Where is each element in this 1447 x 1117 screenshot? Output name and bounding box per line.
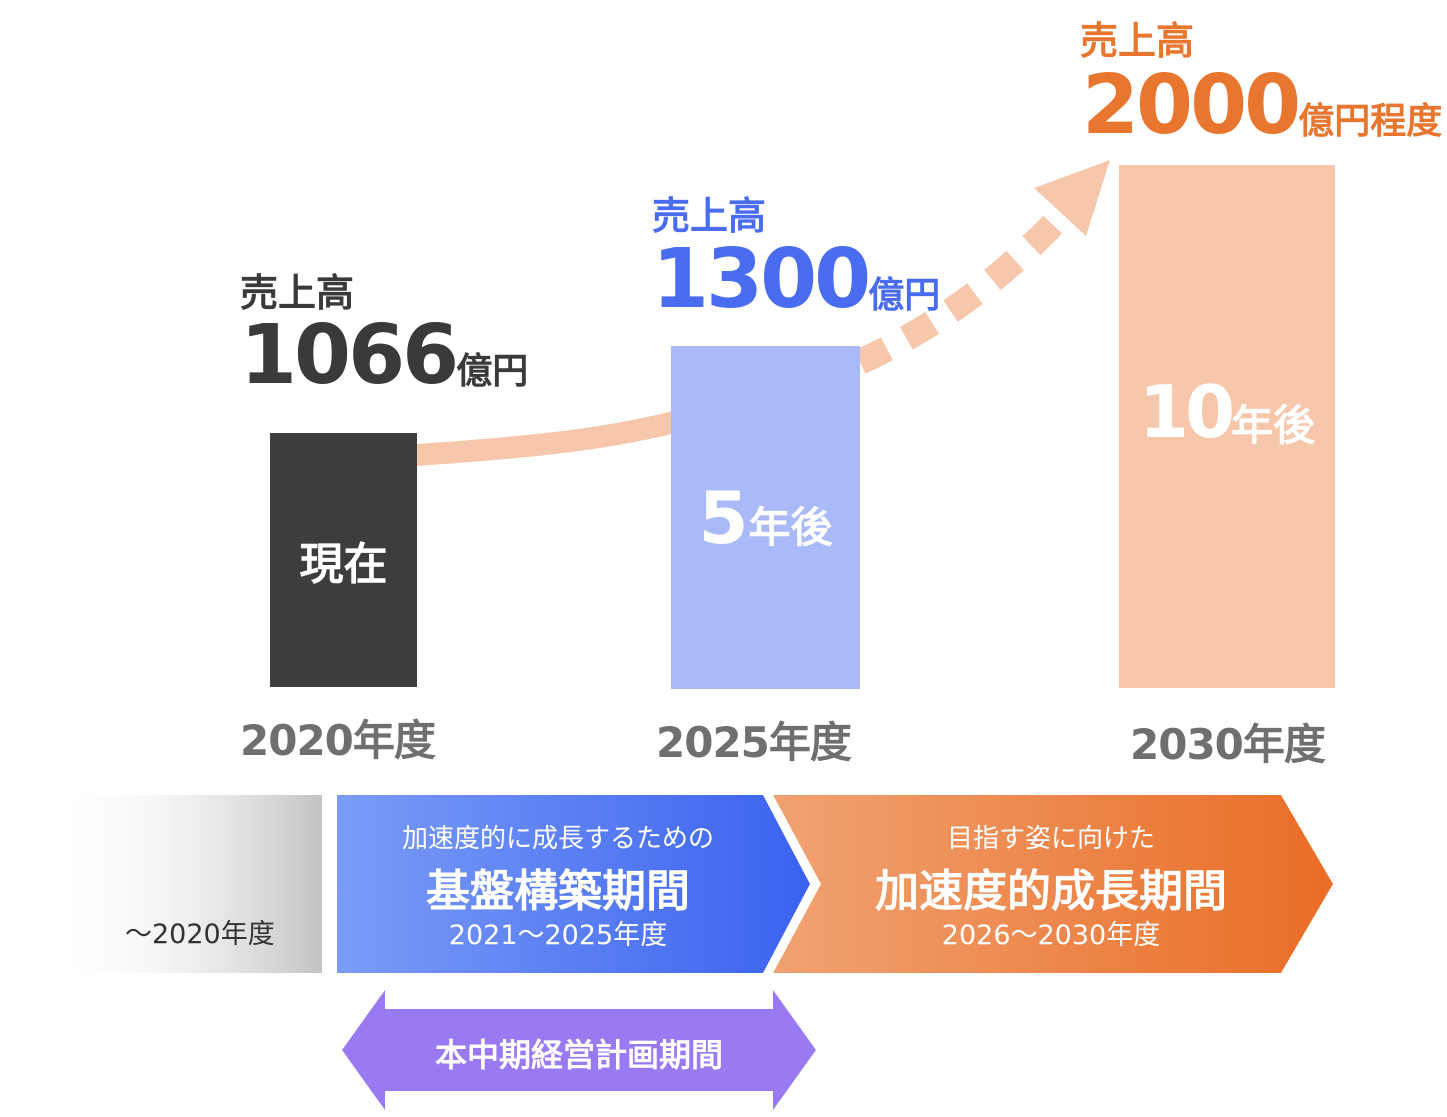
sales-label-2025: 売上高	[652, 194, 767, 238]
sales-value-unit: 億円	[456, 351, 529, 392]
sales-value-number: 2000	[1082, 58, 1301, 153]
phase1-subtitle: 加速度的に成長するための	[401, 824, 714, 854]
sales-label-2020: 売上高	[240, 271, 355, 315]
x-tick-2020: 2020年度	[240, 716, 436, 765]
sales-value-number: 1300	[652, 232, 871, 327]
plan-period-label: 本中期経営計画期間	[434, 1036, 723, 1074]
sales-value-2030: 2000億円程度	[1082, 58, 1442, 153]
timeline-phase2-arrow	[773, 795, 1333, 973]
bar-label-2025-num: 5	[698, 475, 749, 560]
phase1-range: 2021〜2025年度	[448, 920, 668, 951]
phase2-range: 2026〜2030年度	[941, 920, 1161, 951]
sales-label-2030: 売上高	[1080, 19, 1195, 63]
timeline-past-label: 〜2020年度	[125, 919, 275, 950]
phase2-title: 加速度的成長期間	[875, 866, 1227, 917]
growth-arrow-head	[1034, 160, 1110, 236]
x-tick-2025: 2025年度	[656, 718, 852, 767]
sales-value-unit: 億円程度	[1298, 101, 1443, 142]
x-tick-2030: 2030年度	[1130, 720, 1326, 769]
bar-label-2030-unit: 年後	[1231, 401, 1316, 450]
bar-2030: 10 年後	[1119, 165, 1335, 688]
timeline-past-block	[52, 795, 322, 973]
bar-label-2030-num: 10	[1138, 370, 1235, 454]
timeline-phase1-arrow	[337, 795, 810, 973]
sales-value-2020: 1066億円	[240, 308, 528, 403]
bar-label-2020: 現在	[299, 539, 388, 590]
plan-period-arrow	[342, 990, 816, 1110]
phase2-subtitle: 目指す姿に向けた	[946, 824, 1155, 854]
bar-2025: 5 年後	[671, 346, 860, 689]
sales-value-2025: 1300億円	[652, 232, 940, 327]
sales-value-unit: 億円	[868, 275, 941, 316]
bar-2020: 現在	[270, 433, 417, 687]
growth-arrow-solid	[415, 407, 693, 466]
phase1-title: 基盤構築期間	[426, 866, 690, 917]
growth-arrow-dashed	[854, 206, 1072, 374]
bar-label-2025-unit: 年後	[748, 503, 833, 552]
sales-value-number: 1066	[240, 308, 459, 403]
